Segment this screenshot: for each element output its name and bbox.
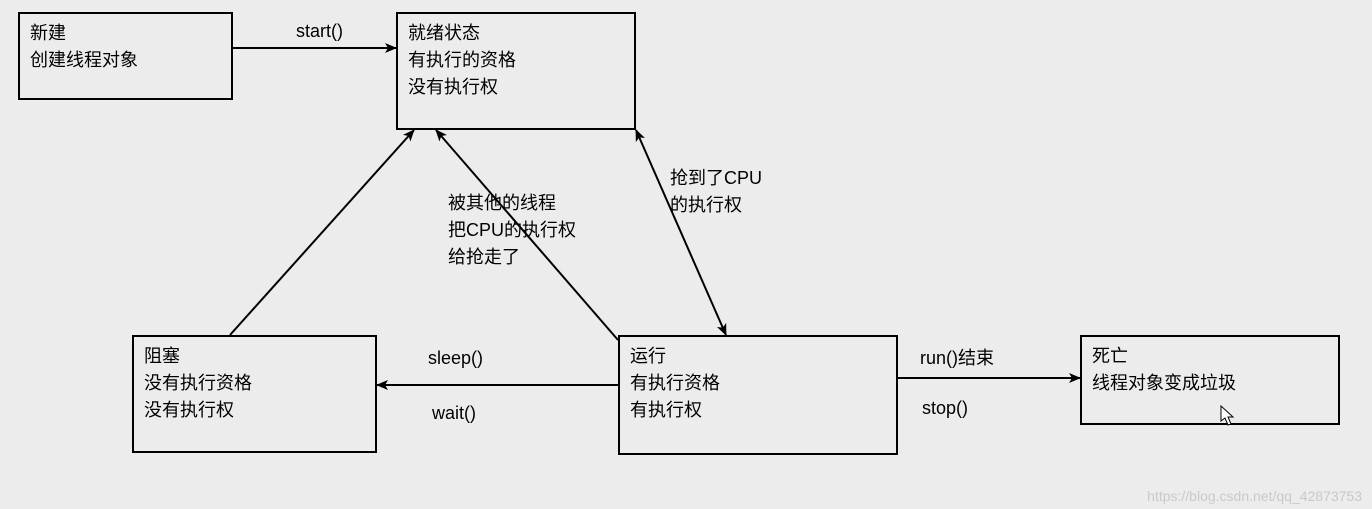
edge-label-wait: wait(): [432, 400, 476, 427]
edge-label-run-end: run()结束: [920, 345, 994, 372]
node-ready: 就绪状态 有执行的资格 没有执行权: [396, 12, 636, 130]
edge-label-stop: stop(): [922, 395, 968, 422]
node-new: 新建 创建线程对象: [18, 12, 233, 100]
edge-blocked-to-ready: [230, 130, 414, 335]
node-dead: 死亡 线程对象变成垃圾: [1080, 335, 1340, 425]
watermark: https://blog.csdn.net/qq_42873753: [1147, 488, 1362, 504]
node-running: 运行 有执行资格 有执行权: [618, 335, 898, 455]
node-blocked: 阻塞 没有执行资格 没有执行权: [132, 335, 377, 453]
edge-label-sleep: sleep(): [428, 345, 483, 372]
edge-ready-to-running: [636, 130, 726, 335]
edge-label-start: start(): [296, 18, 343, 45]
edge-label-got-cpu: 抢到了CPU 的执行权: [670, 165, 762, 219]
edge-label-preempted: 被其他的线程 把CPU的执行权 给抢走了: [448, 190, 576, 271]
